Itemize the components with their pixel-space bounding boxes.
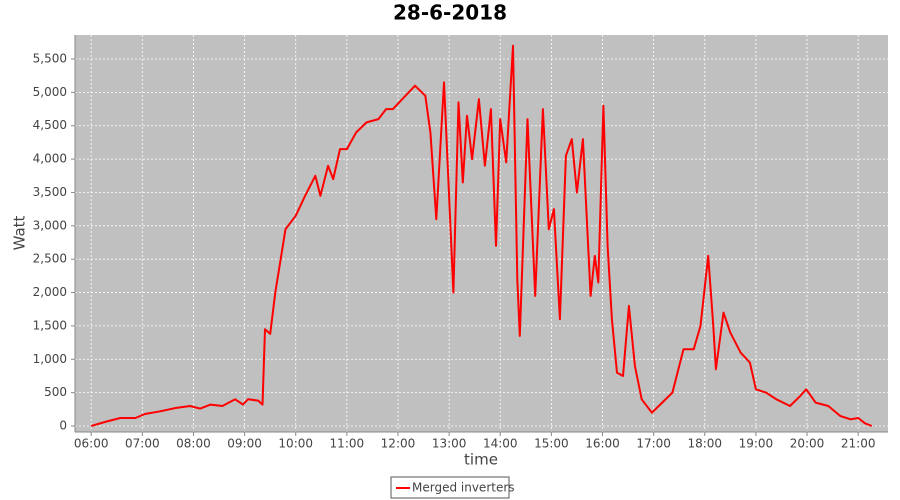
y-tick-label: 1,500 bbox=[33, 318, 67, 332]
x-tick-label: 11:00 bbox=[330, 437, 365, 451]
x-tick-label: 08:00 bbox=[176, 437, 211, 451]
y-tick-label: 4,000 bbox=[33, 152, 67, 166]
x-axis-label: time bbox=[464, 451, 498, 469]
y-tick-label: 3,500 bbox=[33, 185, 67, 199]
y-tick-label: 5,500 bbox=[33, 52, 67, 66]
x-tick-label: 13:00 bbox=[432, 437, 467, 451]
x-tick-label: 18:00 bbox=[687, 437, 722, 451]
x-tick-label: 20:00 bbox=[790, 437, 825, 451]
x-tick-label: 19:00 bbox=[739, 437, 774, 451]
legend bbox=[390, 476, 510, 499]
x-tick-label: 21:00 bbox=[841, 437, 876, 451]
x-tick-label: 16:00 bbox=[585, 437, 620, 451]
y-tick-label: 500 bbox=[44, 385, 67, 399]
y-tick-label: 3,000 bbox=[33, 218, 67, 232]
plot-area bbox=[75, 35, 888, 432]
legend-label: Merged inverters bbox=[412, 481, 515, 495]
x-tick-label: 07:00 bbox=[125, 437, 160, 451]
series-line bbox=[90, 44, 873, 427]
x-tick-label: 14:00 bbox=[483, 437, 518, 451]
x-tick-label: 06:00 bbox=[74, 437, 109, 451]
x-tick-label: 17:00 bbox=[636, 437, 671, 451]
chart-title: 28-6-2018 bbox=[393, 1, 507, 25]
x-tick-label: 09:00 bbox=[227, 437, 262, 451]
x-tick-label: 10:00 bbox=[278, 437, 313, 451]
y-tick-label: 1,000 bbox=[33, 352, 67, 366]
y-tick-label: 5,000 bbox=[33, 85, 67, 99]
x-tick-label: 15:00 bbox=[534, 437, 569, 451]
y-tick-label: 4,500 bbox=[33, 118, 67, 132]
y-tick-label: 2,000 bbox=[33, 285, 67, 299]
y-tick-label: 2,500 bbox=[33, 252, 67, 266]
y-tick-label: 0 bbox=[59, 418, 67, 432]
y-axis-label: Watt bbox=[11, 215, 29, 250]
x-tick-label: 12:00 bbox=[381, 437, 416, 451]
